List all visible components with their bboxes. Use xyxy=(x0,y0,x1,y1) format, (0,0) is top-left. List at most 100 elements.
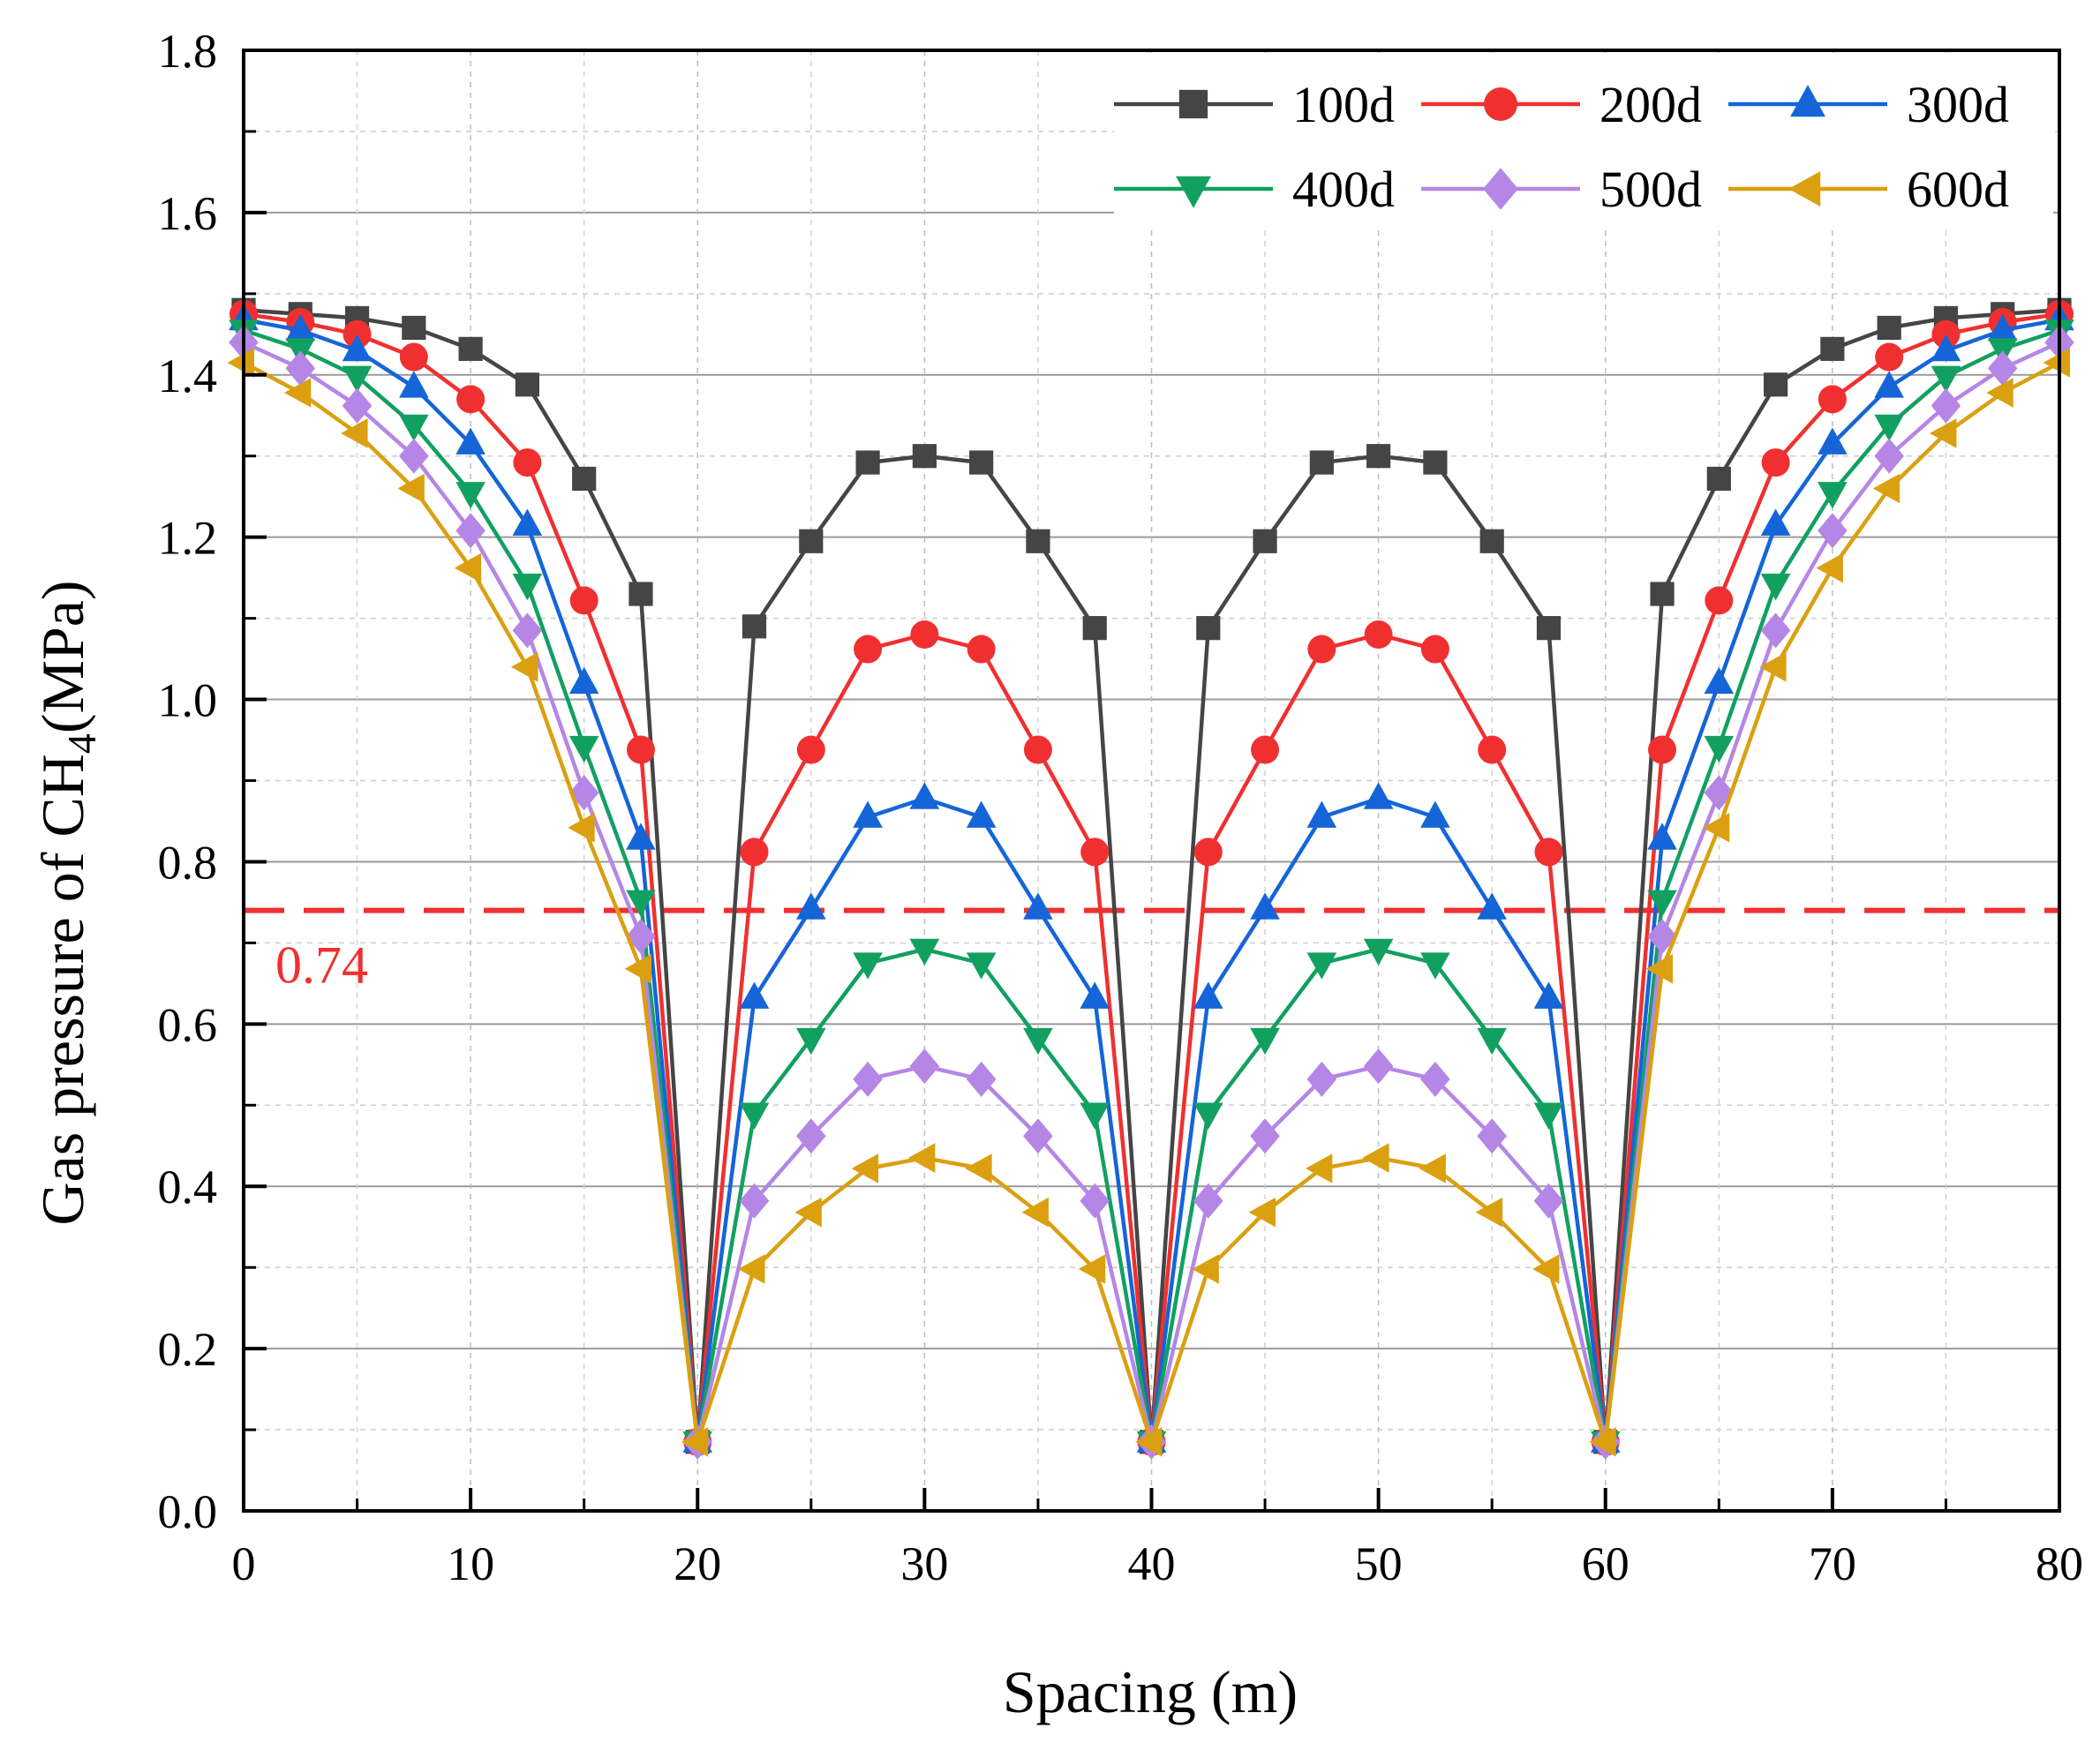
data-point-200d xyxy=(399,342,428,372)
data-point-100d xyxy=(628,582,653,606)
data-point-100d xyxy=(1253,529,1277,553)
legend-label: 200d xyxy=(1599,76,1702,133)
data-point-400d xyxy=(796,1027,826,1056)
y-tick-label: 1.6 xyxy=(158,187,218,240)
legend-marker xyxy=(1176,176,1211,208)
data-point-100d xyxy=(515,372,540,397)
data-point-400d xyxy=(626,890,656,917)
data-point-100d xyxy=(1763,372,1788,397)
data-point-400d xyxy=(568,735,599,763)
data-point-200d xyxy=(569,586,598,615)
data-point-100d xyxy=(1479,529,1504,553)
data-point-400d xyxy=(455,482,485,509)
data-point-100d xyxy=(912,444,937,469)
y-axis-title-subscript: 4 xyxy=(59,733,104,754)
data-point-500d xyxy=(1874,438,1904,474)
data-point-300d xyxy=(1931,334,1961,362)
legend-item-400d: 400d xyxy=(1114,161,1395,218)
legend-item-200d: 200d xyxy=(1421,76,1702,133)
y-tick-label: 1.2 xyxy=(158,512,218,565)
data-point-100d xyxy=(1196,616,1221,641)
data-point-500d xyxy=(399,438,429,474)
data-point-400d xyxy=(1704,735,1735,763)
data-point-300d xyxy=(739,981,770,1009)
data-point-600d xyxy=(397,473,425,504)
data-point-600d xyxy=(1362,1143,1389,1173)
legend-label: 600d xyxy=(1907,161,2009,218)
data-point-600d xyxy=(227,348,254,378)
data-point-100d xyxy=(855,450,880,475)
legend-item-500d: 500d xyxy=(1421,161,1702,218)
data-point-100d xyxy=(1309,450,1334,475)
data-point-500d xyxy=(853,1061,883,1097)
data-point-100d xyxy=(402,315,426,341)
reference-line-group: 0.74 xyxy=(244,907,2059,995)
data-point-400d xyxy=(1647,890,1677,917)
legend: 100d 200d 300d 400d 500d 600d xyxy=(1114,76,2009,218)
data-point-600d xyxy=(1589,1427,1616,1457)
data-point-600d xyxy=(1930,418,1957,448)
data-point-500d xyxy=(1023,1118,1053,1154)
data-point-400d xyxy=(1760,573,1791,601)
data-point-300d xyxy=(626,823,656,850)
data-point-300d xyxy=(1704,666,1735,695)
data-point-500d xyxy=(1533,1183,1564,1219)
data-point-200d xyxy=(1080,838,1110,867)
legend-label: 400d xyxy=(1292,161,1395,218)
data-point-100d xyxy=(1026,529,1050,553)
legend-item-300d: 300d xyxy=(1728,76,2009,133)
data-point-300d xyxy=(342,334,373,362)
data-point-500d xyxy=(1306,1061,1337,1097)
data-point-100d xyxy=(458,336,483,361)
x-tick-label: 50 xyxy=(1355,1537,1403,1590)
data-point-500d xyxy=(739,1183,770,1219)
data-point-500d xyxy=(1760,612,1791,649)
y-axis-title-unit: (MPa) xyxy=(29,580,96,733)
data-point-400d xyxy=(342,365,373,394)
data-point-200d xyxy=(1420,635,1449,664)
data-point-300d xyxy=(1363,782,1394,809)
data-point-100d xyxy=(1650,582,1675,606)
data-point-600d xyxy=(1021,1197,1049,1228)
data-point-100d xyxy=(1082,616,1107,641)
data-point-100d xyxy=(572,466,597,492)
legend-marker xyxy=(1483,168,1518,210)
data-point-500d xyxy=(1818,513,1848,549)
x-tick-label: 0 xyxy=(232,1537,256,1590)
data-point-500d xyxy=(455,513,485,549)
data-point-300d xyxy=(1987,313,2018,342)
data-point-400d xyxy=(966,952,997,980)
data-point-400d xyxy=(1250,1027,1280,1056)
data-point-600d xyxy=(738,1254,765,1284)
data-point-300d xyxy=(512,508,543,536)
legend-item-600d: 600d xyxy=(1728,161,2009,218)
data-point-100d xyxy=(1877,315,1901,341)
data-point-300d xyxy=(909,782,940,809)
data-point-400d xyxy=(1193,1102,1223,1130)
data-point-500d xyxy=(1193,1183,1223,1219)
series-600d xyxy=(227,348,2070,1457)
data-point-500d xyxy=(1931,387,1961,424)
y-axis-title-main: Gas pressure of CH xyxy=(29,754,96,1225)
y-tick-label: 1.0 xyxy=(158,674,218,727)
data-point-100d xyxy=(741,614,767,639)
y-tick-label: 0.4 xyxy=(158,1161,218,1213)
data-point-600d xyxy=(568,813,595,843)
legend-marker xyxy=(1788,171,1821,207)
data-point-400d xyxy=(512,573,543,601)
y-tick-label: 1.4 xyxy=(158,349,218,402)
data-point-300d xyxy=(285,313,316,342)
data-point-600d xyxy=(341,418,368,448)
data-point-300d xyxy=(1250,892,1280,920)
data-point-600d xyxy=(1645,954,1674,984)
x-axis-title: Spacing (m) xyxy=(1003,1658,1298,1725)
reference-line-label: 0.74 xyxy=(275,936,368,995)
data-point-500d xyxy=(966,1061,997,1097)
data-point-400d xyxy=(909,938,940,966)
data-point-200d xyxy=(910,620,939,649)
data-point-200d xyxy=(456,385,485,414)
tick-labels: 0 10 20 30 40 50 60 70 80 0.0 0.2 0.4 0.6 0.8 1.0 1.2 1.… xyxy=(158,25,2084,1590)
data-point-200d xyxy=(854,635,883,664)
x-tick-label: 70 xyxy=(1809,1537,1856,1590)
